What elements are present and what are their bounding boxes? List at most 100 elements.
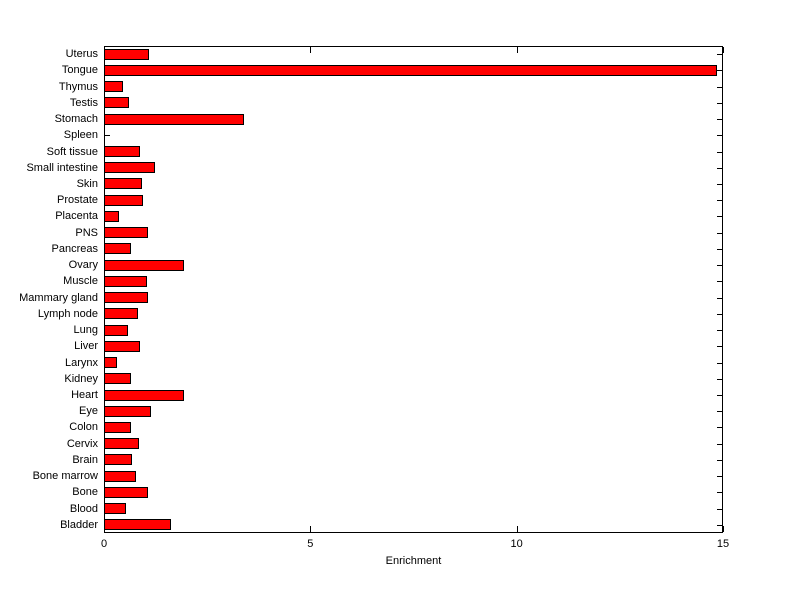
bar-bladder bbox=[104, 519, 171, 530]
x-tick-top bbox=[516, 47, 518, 53]
bar-skin bbox=[104, 178, 142, 189]
x-tick-label: 0 bbox=[100, 538, 108, 550]
y-tick-right bbox=[717, 346, 722, 347]
y-tick-right bbox=[717, 411, 722, 412]
y-tick-label-larynx: Larynx bbox=[64, 357, 98, 369]
x-tick-label: 5 bbox=[307, 538, 314, 550]
y-tick-label-placenta: Placenta bbox=[55, 210, 98, 222]
y-tick-label-pns: PNS bbox=[75, 227, 98, 239]
bar-bone-marrow bbox=[104, 471, 136, 482]
y-tick-label-bone-marrow: Bone marrow bbox=[32, 470, 98, 482]
bar-brain bbox=[104, 454, 132, 465]
x-tick-top bbox=[310, 47, 312, 53]
y-tick-right bbox=[717, 200, 722, 201]
bar-muscle bbox=[104, 276, 147, 287]
x-tick-label: 15 bbox=[716, 538, 730, 550]
bar-colon bbox=[104, 422, 131, 433]
y-tick-right bbox=[717, 168, 722, 169]
y-tick-label-soft-tissue: Soft tissue bbox=[46, 146, 98, 158]
y-tick-right bbox=[717, 363, 722, 364]
bar-thymus bbox=[104, 81, 123, 92]
y-tick-right bbox=[717, 87, 722, 88]
bar-liver bbox=[104, 341, 140, 352]
bar-pns bbox=[104, 227, 148, 238]
bar-prostate bbox=[104, 195, 143, 206]
y-tick-label-eye: Eye bbox=[79, 405, 98, 417]
y-tick-left bbox=[105, 135, 110, 136]
y-tick-label-tongue: Tongue bbox=[61, 64, 98, 76]
y-tick-right bbox=[717, 298, 722, 299]
y-tick-right bbox=[717, 444, 722, 445]
bar-lymph-node bbox=[104, 308, 138, 319]
y-tick-right bbox=[717, 184, 722, 185]
bar-pancreas bbox=[104, 243, 131, 254]
y-tick-right bbox=[717, 103, 722, 104]
y-tick-right bbox=[717, 135, 722, 136]
bar-tongue bbox=[104, 65, 717, 76]
y-tick-label-heart: Heart bbox=[71, 389, 98, 401]
y-tick-right bbox=[717, 233, 722, 234]
y-tick-right bbox=[717, 54, 722, 55]
y-tick-label-mammary-gland: Mammary gland bbox=[19, 292, 98, 304]
y-tick-label-bladder: Bladder bbox=[60, 519, 98, 531]
y-tick-label-ovary: Ovary bbox=[68, 259, 98, 271]
bar-testis bbox=[104, 97, 129, 108]
y-tick-label-thymus: Thymus bbox=[58, 81, 98, 93]
y-tick-label-prostate: Prostate bbox=[57, 194, 98, 206]
y-tick-right bbox=[717, 395, 722, 396]
y-tick-right bbox=[717, 152, 722, 153]
y-tick-label-small-intestine: Small intestine bbox=[26, 162, 98, 174]
bar-ovary bbox=[104, 260, 184, 271]
y-tick-label-lung: Lung bbox=[73, 324, 98, 336]
bar-eye bbox=[104, 406, 151, 417]
y-tick-right bbox=[717, 281, 722, 282]
y-tick-label-skin: Skin bbox=[76, 178, 98, 190]
y-tick-label-colon: Colon bbox=[69, 421, 98, 433]
y-tick-right bbox=[717, 119, 722, 120]
y-tick-right bbox=[717, 265, 722, 266]
y-tick-label-blood: Blood bbox=[69, 503, 98, 515]
y-tick-right bbox=[717, 379, 722, 380]
y-tick-label-liver: Liver bbox=[74, 340, 98, 352]
y-tick-right bbox=[717, 216, 722, 217]
bar-kidney bbox=[104, 373, 131, 384]
bar-heart bbox=[104, 390, 184, 401]
bar-lung bbox=[104, 325, 128, 336]
y-tick-label-cervix: Cervix bbox=[66, 438, 98, 450]
y-tick-right bbox=[717, 509, 722, 510]
y-tick-label-kidney: Kidney bbox=[64, 373, 98, 385]
x-axis-title: Enrichment bbox=[385, 555, 442, 567]
x-tick-bottom bbox=[723, 526, 724, 532]
x-tick-top bbox=[723, 47, 724, 53]
x-tick-bottom bbox=[310, 526, 312, 532]
y-tick-right bbox=[717, 492, 722, 493]
y-tick-label-pancreas: Pancreas bbox=[51, 243, 98, 255]
y-tick-right bbox=[717, 476, 722, 477]
y-tick-right bbox=[717, 427, 722, 428]
y-tick-right bbox=[717, 314, 722, 315]
y-tick-label-lymph-node: Lymph node bbox=[37, 308, 98, 320]
y-tick-right bbox=[717, 525, 722, 526]
y-tick-label-spleen: Spleen bbox=[63, 129, 98, 141]
y-tick-right bbox=[717, 249, 722, 250]
y-tick-label-brain: Brain bbox=[72, 454, 98, 466]
bar-soft-tissue bbox=[104, 146, 140, 157]
plot-area bbox=[104, 46, 723, 533]
y-tick-right bbox=[717, 330, 722, 331]
bar-small-intestine bbox=[104, 162, 155, 173]
bar-mammary-gland bbox=[104, 292, 148, 303]
x-tick-label: 10 bbox=[510, 538, 523, 550]
bar-larynx bbox=[104, 357, 117, 368]
y-tick-label-muscle: Muscle bbox=[63, 275, 98, 287]
y-tick-label-bone: Bone bbox=[72, 486, 98, 498]
bar-bone bbox=[104, 487, 148, 498]
bar-blood bbox=[104, 503, 126, 514]
bar-uterus bbox=[104, 49, 149, 60]
x-tick-bottom bbox=[516, 526, 518, 532]
y-tick-right bbox=[717, 460, 722, 461]
bar-stomach bbox=[104, 114, 244, 125]
y-tick-label-uterus: Uterus bbox=[65, 48, 98, 60]
y-tick-label-stomach: Stomach bbox=[54, 113, 98, 125]
bar-cervix bbox=[104, 438, 139, 449]
